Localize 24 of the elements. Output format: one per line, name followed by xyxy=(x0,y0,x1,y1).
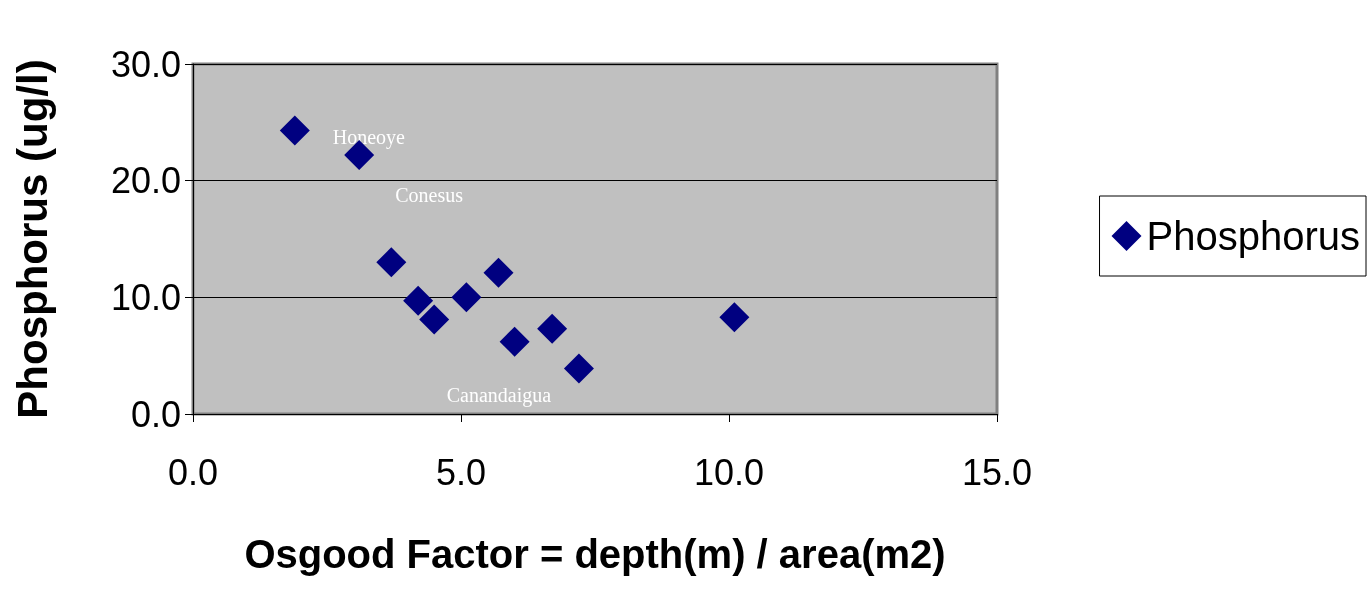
x-tick-label: 0.0 xyxy=(167,451,219,493)
point xyxy=(483,257,514,288)
point xyxy=(563,353,594,384)
x-tick-label: 15.0 xyxy=(961,451,1033,493)
y-tick-label: 30.0 xyxy=(110,43,181,85)
point xyxy=(537,313,568,344)
point xyxy=(499,326,530,357)
y-tick-label: 0.0 xyxy=(130,393,181,435)
y-tick-label: 20.0 xyxy=(110,160,181,202)
legend-label: Phosphorus xyxy=(1146,214,1361,258)
point xyxy=(279,115,310,146)
y-axis-title: Phosphorus (ug/l) xyxy=(8,59,56,419)
point xyxy=(419,304,450,335)
point xyxy=(719,302,750,333)
annotation: Conesus xyxy=(395,184,464,206)
point xyxy=(451,282,482,313)
y-tick-label: 10.0 xyxy=(110,276,181,318)
annotation: Canandaigua xyxy=(446,383,552,407)
annotation: Honeoye xyxy=(332,125,406,149)
point xyxy=(376,247,407,278)
x-tick-label: 5.0 xyxy=(435,451,487,493)
x-axis-title: Osgood Factor = depth(m) / area(m2) xyxy=(244,532,946,576)
x-tick-label: 10.0 xyxy=(693,451,765,493)
point xyxy=(403,285,434,316)
